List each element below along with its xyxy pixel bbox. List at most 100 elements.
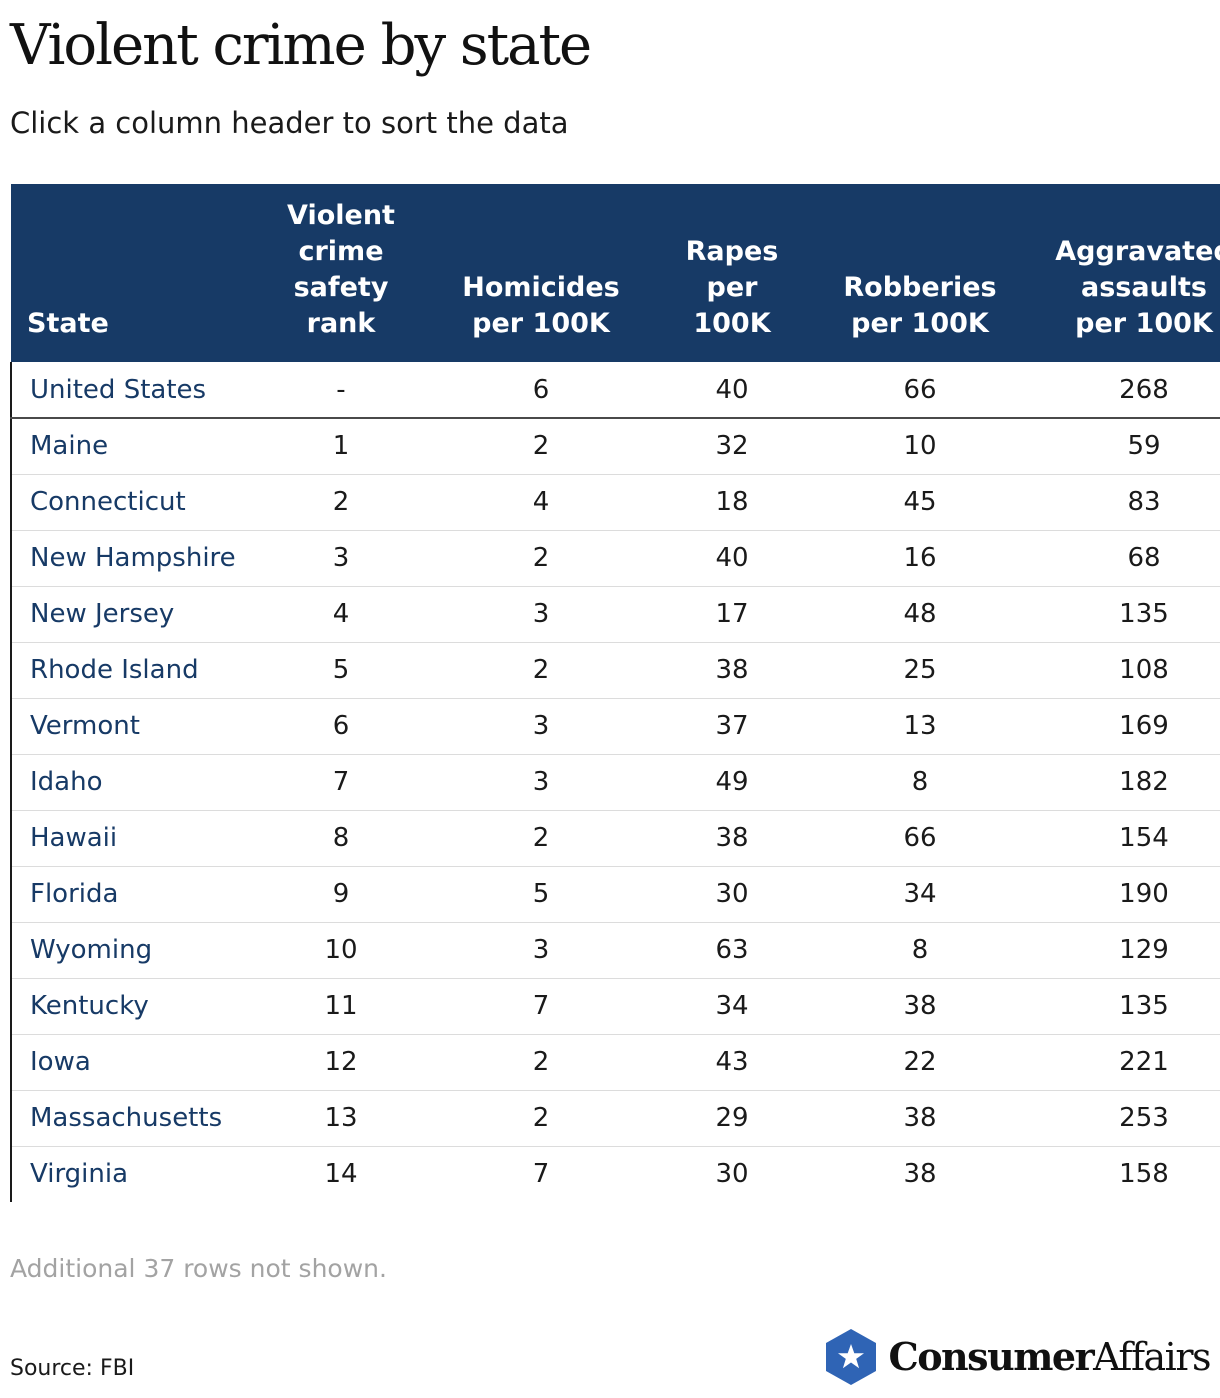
table-row: Rhode Island 5 2 38 25 108 xyxy=(10,642,1220,699)
header-line: Homicides xyxy=(462,272,620,303)
source-label: Source: FBI xyxy=(10,1356,135,1381)
cell-aggravated-assaults: 190 xyxy=(1027,866,1220,923)
cell-robberies: 38 xyxy=(813,978,1027,1035)
cell-homicides: 2 xyxy=(431,810,651,867)
table-row: Virginia 14 7 30 38 158 xyxy=(10,1146,1220,1202)
cell-robberies: 16 xyxy=(813,530,1027,587)
header-line: 100K xyxy=(693,308,771,339)
cell-robberies: 38 xyxy=(813,1090,1027,1147)
cell-safety-rank: 4 xyxy=(251,586,431,643)
cell-state: Florida xyxy=(10,866,251,923)
cell-robberies: 13 xyxy=(813,698,1027,755)
table-row: New Jersey 4 3 17 48 135 xyxy=(10,586,1220,643)
cell-aggravated-assaults: 83 xyxy=(1027,474,1220,531)
cell-state: Hawaii xyxy=(10,810,251,867)
header-rapes[interactable]: Rapes per 100K xyxy=(651,184,813,362)
cell-aggravated-assaults: 221 xyxy=(1027,1034,1220,1091)
data-table-container[interactable]: State Violent crime safety rank Homicides per … xyxy=(10,184,1220,1236)
cell-homicides: 2 xyxy=(431,642,651,699)
table-row: Idaho 7 3 49 8 182 xyxy=(10,754,1220,811)
header-line: rank xyxy=(306,308,376,339)
cell-safety-rank: 5 xyxy=(251,642,431,699)
header-line: per 100K xyxy=(1075,308,1213,339)
cell-rapes: 40 xyxy=(651,530,813,587)
crime-table: State Violent crime safety rank Homicides per … xyxy=(10,184,1220,1202)
brand-wordmark-light: Affairs xyxy=(1093,1335,1211,1379)
cell-state: Connecticut xyxy=(10,474,251,531)
cell-state: United States xyxy=(10,362,251,419)
table-row: Connecticut 2 4 18 45 83 xyxy=(10,474,1220,531)
header-line: crime xyxy=(298,236,384,267)
cell-homicides: 4 xyxy=(431,474,651,531)
cell-rapes: 38 xyxy=(651,810,813,867)
cell-homicides: 7 xyxy=(431,978,651,1035)
cell-homicides: 3 xyxy=(431,586,651,643)
cell-state: Wyoming xyxy=(10,922,251,979)
cell-homicides: 2 xyxy=(431,418,651,475)
cell-state: Iowa xyxy=(10,1034,251,1091)
cell-robberies: 8 xyxy=(813,922,1027,979)
header-line: per xyxy=(706,272,758,303)
cell-rapes: 34 xyxy=(651,978,813,1035)
cell-aggravated-assaults: 154 xyxy=(1027,810,1220,867)
header-aggravated-assaults[interactable]: Aggravated assaults per 100K xyxy=(1027,184,1220,362)
header-line: per 100K xyxy=(851,308,989,339)
cell-state: Maine xyxy=(10,418,251,475)
cell-aggravated-assaults: 158 xyxy=(1119,1159,1169,1190)
cell-homicides: 2 xyxy=(431,1090,651,1147)
cell-homicides: 2 xyxy=(431,530,651,587)
cell-safety-rank: 2 xyxy=(251,474,431,531)
cell-safety-rank: 14 xyxy=(324,1159,358,1190)
header-state[interactable]: State xyxy=(11,184,251,362)
cell-safety-rank: 8 xyxy=(251,810,431,867)
cell-rapes: 29 xyxy=(651,1090,813,1147)
table-row: Massachusetts 13 2 29 38 253 xyxy=(10,1090,1220,1147)
chart-title: Violent crime by state xyxy=(10,13,592,78)
header-safety-rank[interactable]: Violent crime safety rank xyxy=(251,184,431,362)
cell-rapes: 30 xyxy=(715,1159,749,1190)
table-row: Hawaii 8 2 38 66 154 xyxy=(10,810,1220,867)
cell-rapes: 32 xyxy=(651,418,813,475)
cell-state: Rhode Island xyxy=(10,642,251,699)
cell-state: New Jersey xyxy=(10,586,251,643)
header-line: Rapes xyxy=(685,236,779,267)
brand-wordmark-bold: Consumer xyxy=(888,1334,1094,1379)
cell-homicides: 3 xyxy=(431,754,651,811)
cell-state: Kentucky xyxy=(10,978,251,1035)
cell-safety-rank: 13 xyxy=(251,1090,431,1147)
cell-robberies: 66 xyxy=(813,810,1027,867)
table-body: United States -6 40 66 268 Maine 1 2 32 10 59 Conne… xyxy=(10,362,1220,1202)
cell-state: Massachusetts xyxy=(10,1090,251,1147)
table-row: New Hampshire 3 2 40 16 68 xyxy=(10,530,1220,587)
cell-safety-rank: 1 xyxy=(251,418,431,475)
cell-homicides: 6 xyxy=(431,362,651,419)
cell-homicides: 3 xyxy=(431,922,651,979)
cell-safety-rank: 3 xyxy=(251,530,431,587)
table-header-row: State Violent crime safety rank Homicides per … xyxy=(11,184,1220,362)
cell-aggravated-assaults: 135 xyxy=(1027,978,1220,1035)
cell-robberies: 22 xyxy=(813,1034,1027,1091)
header-robberies[interactable]: Robberies per 100K xyxy=(813,184,1027,362)
cell-rapes: 40 xyxy=(651,362,813,419)
cell-rapes: 18 xyxy=(651,474,813,531)
cell-rapes: 63 xyxy=(651,922,813,979)
header-line: Aggravated xyxy=(1055,236,1220,267)
cell-rapes: 17 xyxy=(651,586,813,643)
cell-safety-rank: 6 xyxy=(251,698,431,755)
cell-robberies: 45 xyxy=(813,474,1027,531)
cell-safety-rank: 12 xyxy=(251,1034,431,1091)
cell-rapes: 30 xyxy=(651,866,813,923)
cell-safety-rank: - xyxy=(251,362,431,419)
cell-state: Idaho xyxy=(10,754,251,811)
header-line: Violent xyxy=(287,200,395,231)
shield-star-icon xyxy=(826,1329,877,1385)
brand-wordmark: ConsumerAffairs xyxy=(888,1335,1211,1379)
header-line: State xyxy=(27,308,109,339)
table-row: Kentucky 11 7 34 38 135 xyxy=(10,978,1220,1035)
cell-robberies: 38 xyxy=(903,1159,937,1190)
header-homicides[interactable]: Homicides per 100K xyxy=(431,184,651,362)
cell-homicides: 2 xyxy=(431,1034,651,1091)
cell-robberies: 10 xyxy=(813,418,1027,475)
cell-safety-rank: 9 xyxy=(251,866,431,923)
table-row: Maine 1 2 32 10 59 xyxy=(10,418,1220,475)
